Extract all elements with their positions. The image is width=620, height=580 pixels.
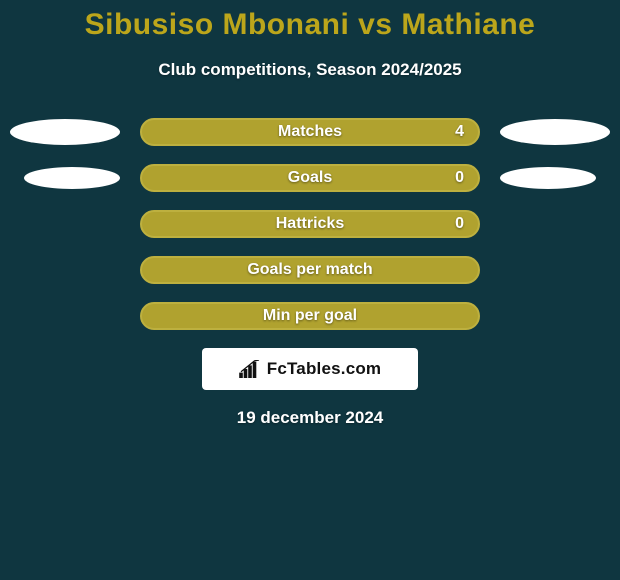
right-ellipse — [500, 167, 596, 189]
stat-bar: Matches 4 — [140, 118, 480, 146]
page-title: Sibusiso Mbonani vs Mathiane — [0, 0, 620, 42]
stat-label: Min per goal — [263, 307, 357, 325]
right-ellipse — [500, 119, 610, 145]
stat-bar: Goals 0 — [140, 164, 480, 192]
stat-rows: Matches 4 Goals 0 Hattricks 0 Goals per match M… — [0, 118, 620, 330]
stat-row: Min per goal — [0, 302, 620, 330]
stat-label: Goals — [288, 169, 332, 187]
stat-row: Matches 4 — [0, 118, 620, 146]
ellipse-spacer — [10, 303, 120, 329]
brand-badge[interactable]: FcTables.com — [202, 348, 418, 390]
stat-bar: Min per goal — [140, 302, 480, 330]
stat-value: 4 — [455, 123, 464, 141]
stats-panel: Sibusiso Mbonani vs Mathiane Club compet… — [0, 0, 620, 580]
left-ellipse — [24, 167, 120, 189]
stat-row: Hattricks 0 — [0, 210, 620, 238]
ellipse-spacer — [500, 303, 610, 329]
ellipse-spacer — [500, 211, 610, 237]
ellipse-spacer — [10, 211, 120, 237]
stat-value: 0 — [455, 215, 464, 233]
bars-icon — [239, 360, 261, 378]
stat-label: Hattricks — [276, 215, 344, 233]
date-text: 19 december 2024 — [0, 408, 620, 428]
left-ellipse — [10, 119, 120, 145]
stat-label: Matches — [278, 123, 342, 141]
brand-text: FcTables.com — [267, 359, 382, 379]
ellipse-spacer — [10, 257, 120, 283]
stat-bar: Goals per match — [140, 256, 480, 284]
page-subtitle: Club competitions, Season 2024/2025 — [0, 60, 620, 80]
stat-row: Goals 0 — [0, 164, 620, 192]
stat-label: Goals per match — [247, 261, 372, 279]
stat-bar: Hattricks 0 — [140, 210, 480, 238]
ellipse-spacer — [500, 257, 610, 283]
stat-row: Goals per match — [0, 256, 620, 284]
stat-value: 0 — [455, 169, 464, 187]
